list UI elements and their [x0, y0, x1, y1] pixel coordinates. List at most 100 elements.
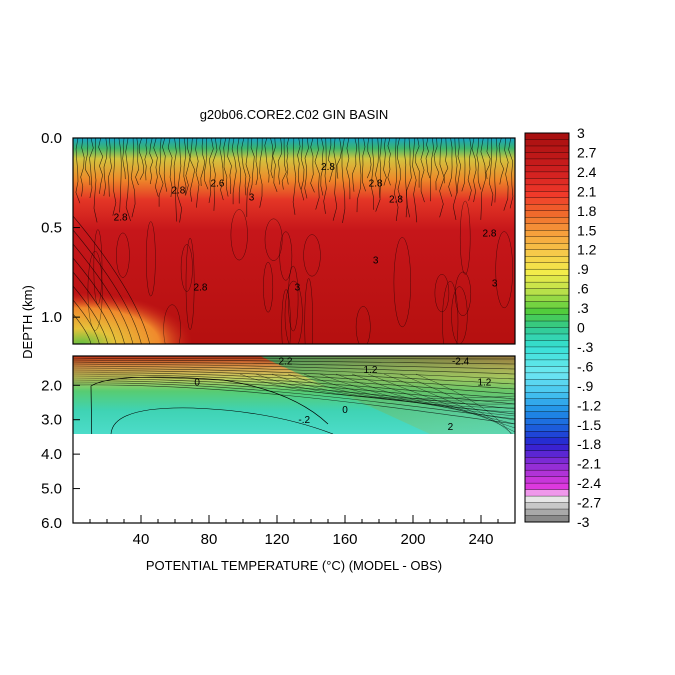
contour-line [93, 138, 98, 223]
colorbar-swatch [524, 281, 570, 290]
contour-line [387, 138, 391, 186]
x-tick-label: 200 [400, 531, 425, 548]
contour-line [239, 373, 515, 399]
colorbar-label: 3 [577, 125, 585, 141]
contour-line [144, 138, 148, 181]
colorbar-swatch [524, 450, 570, 458]
contour-line [467, 138, 472, 201]
colorbar-label: 1.2 [577, 242, 597, 258]
colorbar-label: .9 [577, 261, 589, 277]
colorbar-swatch [524, 230, 570, 238]
contour-line [310, 138, 315, 193]
contour-loop [230, 209, 248, 261]
colorbar-swatch [524, 437, 570, 445]
contour-line [361, 138, 366, 192]
x-axis: 40 80 120 160 200 240 [89, 515, 499, 548]
colorbar-label: 0 [577, 320, 585, 336]
colorbar-swatch [524, 223, 570, 231]
contour-line [452, 138, 458, 220]
contour-line [122, 138, 126, 180]
colorbar-swatch [524, 502, 570, 510]
contour-line [503, 138, 509, 211]
contour-line [223, 138, 229, 197]
contour-line [167, 138, 173, 198]
colorbar-swatch [524, 197, 570, 205]
colorbar-swatch [524, 463, 570, 471]
colorbar-swatch [524, 249, 570, 257]
contour-line [300, 138, 305, 201]
contour-line [185, 138, 191, 195]
contour-line [103, 138, 108, 197]
colorbar-swatch [524, 165, 570, 173]
colorbar-swatch [524, 275, 570, 283]
colorbar-label: -2.1 [577, 456, 601, 472]
contour-label: 0 [194, 377, 200, 388]
contour-line [319, 373, 515, 417]
contour-line [73, 370, 515, 390]
colorbar-swatch [524, 320, 570, 328]
upper-panel-frame [72, 137, 516, 345]
contour-line [73, 368, 515, 385]
contour-label: 2.8 [114, 212, 128, 223]
contour-loop [355, 306, 371, 344]
contour-loop [303, 234, 321, 277]
lower-panel: 0 0 -.2 1.2 1.2 2 -2.4 2.2 [72, 355, 516, 524]
colorbar-label: .3 [577, 300, 589, 316]
contour-line [73, 215, 151, 344]
contour-line [73, 357, 515, 360]
contour-line [303, 373, 515, 413]
y-tick-label: 3.0 [41, 412, 62, 429]
contour-line [277, 138, 282, 185]
contour-line [323, 138, 327, 214]
colorbar-label: 1.5 [577, 222, 597, 238]
contour-line [245, 138, 251, 217]
contour-line [149, 138, 154, 185]
contour-label: 2.8 [321, 162, 335, 173]
contour-label: 2 [448, 422, 454, 433]
colorbar-swatch [524, 340, 570, 348]
contour-line [346, 138, 351, 200]
colorbar-swatch [524, 431, 570, 439]
contour-label: 2.8 [483, 229, 497, 240]
contour-line [336, 138, 342, 179]
contour-line [383, 373, 515, 433]
contour-line [158, 138, 164, 207]
colorbar-swatch [524, 346, 570, 354]
contour-label: 1.2 [477, 377, 491, 388]
contour-loop [279, 231, 293, 281]
contour-line [476, 138, 481, 190]
contour-line [352, 138, 358, 192]
contour-line [73, 271, 117, 344]
colorbar-swatch [524, 476, 570, 484]
contour-line [125, 138, 131, 222]
colorbar-swatch [524, 372, 570, 380]
y-axis-upper: 0.0 0.5 1.0 [41, 130, 80, 326]
contour-line [108, 138, 112, 197]
contour-line [162, 138, 168, 192]
contour-line [112, 138, 117, 216]
lower-contour-labels: 0 0 -.2 1.2 1.2 2 -2.4 2.2 [194, 357, 491, 433]
contour-line [89, 138, 94, 199]
colorbar-swatch [524, 515, 570, 523]
x-tick-label: 160 [332, 531, 357, 548]
colorbar-label: -.9 [577, 378, 594, 394]
contour-line [494, 138, 498, 203]
contour-line [399, 373, 513, 434]
contour-line [443, 138, 449, 184]
contour-line [393, 138, 399, 221]
contour-line [281, 138, 287, 190]
colorbar-label: -.3 [577, 339, 594, 355]
colorbar-frame [524, 132, 570, 523]
contour-line [153, 138, 159, 197]
contour-line [356, 138, 362, 213]
contour-line [335, 373, 515, 421]
contour-label: 2.6 [211, 178, 225, 189]
contour-label: 3 [295, 282, 301, 293]
colorbar-swatch [524, 444, 570, 452]
colorbar-swatch [524, 256, 570, 264]
contour-line [212, 138, 218, 211]
colorbar-swatch [524, 359, 570, 367]
contour-line [204, 138, 209, 190]
x-tick-label: 40 [133, 531, 150, 548]
contour-line [73, 243, 134, 344]
